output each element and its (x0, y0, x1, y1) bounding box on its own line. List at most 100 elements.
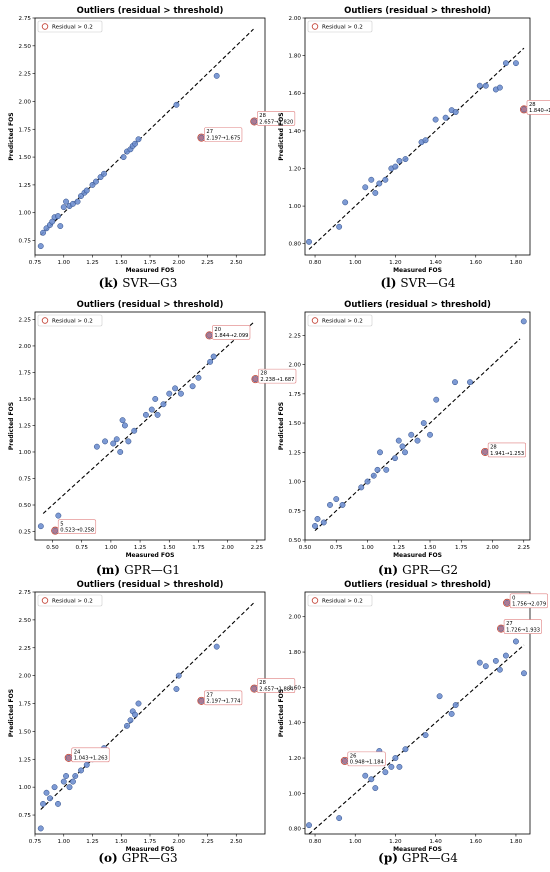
data-point (374, 466, 381, 473)
annotation-box (204, 690, 243, 706)
data-point (502, 652, 509, 659)
annotation-id: 28 (259, 680, 266, 686)
annotation-value: 2.238→1.687 (260, 377, 294, 383)
legend-marker (311, 597, 319, 604)
outlier-point (504, 599, 511, 606)
x-tick-label: 1.00 (105, 545, 118, 551)
x-tick-label: 1.00 (349, 260, 362, 266)
outlier-point (251, 118, 258, 125)
x-axis-label: Measured FOS (393, 846, 442, 853)
x-tick-label: 2.00 (486, 545, 499, 551)
y-tick-label: 1.25 (19, 423, 32, 429)
data-point (195, 374, 202, 381)
data-point (93, 178, 99, 185)
reference-line (314, 338, 521, 532)
y-tick-label: 2.25 (19, 646, 32, 652)
y-tick-label: 2.00 (19, 99, 32, 105)
y-tick-label: 1.75 (19, 702, 32, 708)
x-tick-label: 1.50 (163, 545, 176, 551)
data-point (432, 116, 439, 123)
annotation-value: 1.941→1.253 (490, 451, 524, 457)
x-tick-label: 1.00 (349, 839, 362, 845)
data-point (372, 189, 379, 196)
data-point (414, 437, 421, 444)
x-axis-label: Measured FOS (126, 552, 175, 559)
y-axis-label: Predicted FOS (278, 402, 285, 450)
outlier-point (252, 376, 259, 383)
chart-title: Outliers (residual > threshold) (77, 580, 224, 590)
data-point (376, 180, 383, 187)
outlier-point (65, 754, 72, 761)
data-point (436, 693, 443, 700)
annotation-box (347, 751, 386, 767)
data-point (121, 422, 128, 429)
annotation-value: 1.844→2.099 (214, 333, 248, 339)
data-point (113, 436, 120, 443)
plot-area (304, 17, 531, 256)
annotation-id: 27 (206, 692, 213, 698)
data-point (213, 643, 220, 650)
legend-box (37, 594, 103, 607)
annotation-box (212, 325, 251, 340)
y-tick-label: 1.40 (289, 129, 302, 135)
x-tick-label: 1.75 (144, 260, 157, 266)
panel-caption: (l) SVR—G4 (380, 276, 455, 290)
data-point (402, 746, 409, 753)
data-point (383, 466, 390, 473)
annotation-box (526, 100, 550, 115)
y-tick-label: 2.00 (19, 344, 32, 350)
y-tick-label: 1.60 (289, 685, 302, 691)
data-point (173, 686, 180, 692)
data-point (102, 438, 109, 445)
x-tick-label: 1.40 (429, 839, 442, 845)
annotation-box (487, 442, 526, 458)
data-point (127, 717, 134, 724)
data-point (120, 154, 127, 161)
x-tick-label: 2.00 (173, 260, 186, 266)
annotation-id: 24 (74, 749, 81, 755)
chart-title: Outliers (residual > threshold) (77, 6, 224, 16)
y-axis-label: Predicted FOS (8, 402, 15, 450)
data-point (382, 769, 389, 776)
y-tick-label: 1.80 (289, 650, 302, 656)
y-tick-label: 2.50 (19, 618, 32, 624)
annotation-value: 1.043→1.263 (74, 756, 108, 762)
legend-marker (41, 23, 49, 30)
y-tick-label: 0.50 (289, 538, 302, 544)
y-tick-label: 0.75 (19, 476, 32, 482)
y-axis-label: Predicted FOS (278, 689, 285, 737)
plot-area (304, 311, 531, 541)
data-point (314, 516, 321, 522)
data-point (72, 773, 79, 779)
y-tick-label: 0.80 (289, 242, 302, 248)
x-tick-label: 1.50 (115, 260, 128, 266)
data-point (364, 478, 371, 485)
data-point (442, 114, 449, 121)
panel-caption: (p) GPR—G4 (378, 851, 458, 865)
plot-area (34, 591, 266, 835)
data-point (362, 772, 369, 779)
legend-label: Residual > 0.2 (322, 319, 363, 325)
chart-title: Outliers (residual > threshold) (77, 300, 224, 310)
y-tick-label: 0.75 (289, 509, 302, 515)
y-tick-label: 2.25 (19, 72, 32, 78)
data-point (175, 672, 182, 679)
x-tick-label: 1.25 (393, 545, 406, 551)
data-point (402, 449, 408, 456)
legend-marker (311, 317, 319, 324)
annotation-value: 1.756→2.079 (512, 602, 546, 608)
panel-caption-text: GPR—G4 (402, 851, 458, 865)
data-point (166, 390, 173, 397)
data-point (377, 449, 383, 456)
y-tick-label: 1.50 (19, 729, 32, 735)
x-tick-label: 0.75 (29, 839, 42, 845)
y-tick-label: 1.60 (289, 91, 302, 97)
annotation-value: 2.657→1.820 (259, 119, 293, 125)
y-tick-label: 0.80 (289, 827, 302, 833)
data-point (135, 136, 142, 143)
data-point (372, 785, 379, 792)
data-point (333, 496, 340, 503)
outlier-point (521, 106, 527, 113)
panel-caption-id: (l) (380, 276, 396, 290)
panel-caption-id: (p) (378, 851, 398, 865)
